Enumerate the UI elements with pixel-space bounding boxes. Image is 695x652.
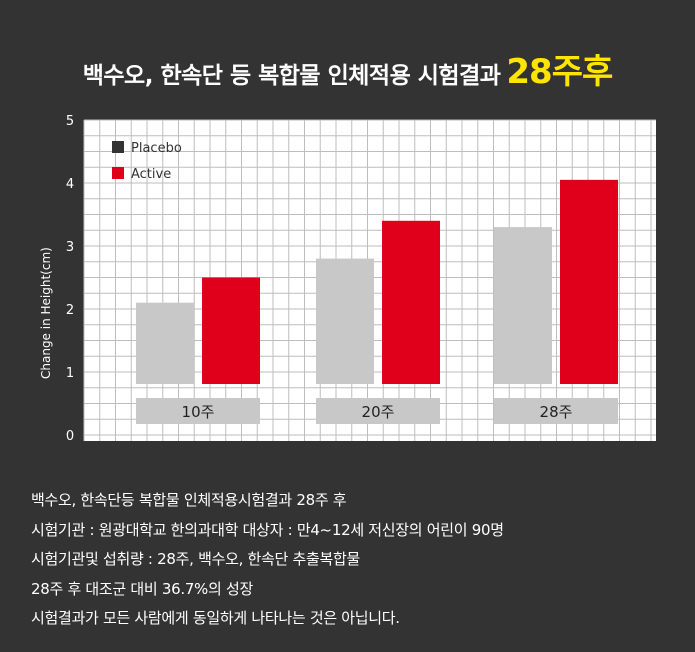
- legend-label: Placebo: [131, 141, 182, 156]
- note-line: 시험기관및 섭취량 : 28주, 백수오, 한속단 추출복합물: [31, 550, 360, 568]
- bar-placebo: [316, 258, 374, 384]
- title-main-text: 백수오, 한속단 등 복합물 인체적용 시험결과: [82, 63, 501, 89]
- bar-active: [382, 220, 440, 384]
- y-axis-ticks: 0 1 2 3 4 5: [66, 114, 74, 444]
- bar-chart: 10주 20주 28주 0 1 2 3 4 5 Change in Height(cm) Pl…: [39, 114, 656, 444]
- chart-title: 백수오, 한속단 등 복합물 인체적용 시험결과 28주후: [0, 44, 695, 93]
- legend-swatch-active: [112, 167, 124, 179]
- note-line: 시험결과가 모든 사람에게 동일하게 나타나는 것은 아닙니다.: [31, 609, 400, 627]
- y-tick-label: 5: [66, 114, 74, 129]
- bar-active: [560, 179, 618, 384]
- y-tick-label: 1: [66, 366, 74, 381]
- y-tick-label: 2: [66, 303, 74, 318]
- y-tick-label: 4: [66, 177, 74, 192]
- title-highlight-text: 28주후: [506, 52, 613, 92]
- category-labels: 10주 20주 28주: [136, 398, 618, 424]
- notes-block: 백수오, 한속단등 복합물 인체적용시험결과 28주 후 시험기관 : 원광대학…: [31, 486, 504, 634]
- category-label: 10주: [182, 403, 215, 421]
- note-line: 28주 후 대조군 대비 36.7%의 성장: [31, 579, 253, 598]
- note-line: 백수오, 한속단등 복합물 인체적용시험결과 28주 후: [31, 491, 347, 509]
- legend: Placebo Active: [112, 141, 182, 182]
- bar-placebo: [494, 227, 552, 384]
- legend-label: Active: [131, 167, 171, 182]
- bar-active: [202, 277, 260, 384]
- category-label-box: [136, 398, 260, 424]
- note-line: 시험기관 : 원광대학교 한의과대학 대상자 : 만4~12세 저신장의 어린이…: [31, 520, 504, 539]
- category-label-box: [494, 398, 618, 424]
- bar-placebo: [136, 302, 194, 384]
- y-tick-label: 0: [66, 429, 74, 444]
- category-label: 20주: [362, 403, 395, 421]
- y-tick-label: 3: [66, 240, 74, 255]
- category-label-box: [316, 398, 440, 424]
- category-label: 28주: [540, 403, 573, 421]
- y-axis-label: Change in Height(cm): [39, 247, 53, 379]
- bar-group: [136, 179, 618, 384]
- legend-swatch-placebo: [112, 141, 124, 153]
